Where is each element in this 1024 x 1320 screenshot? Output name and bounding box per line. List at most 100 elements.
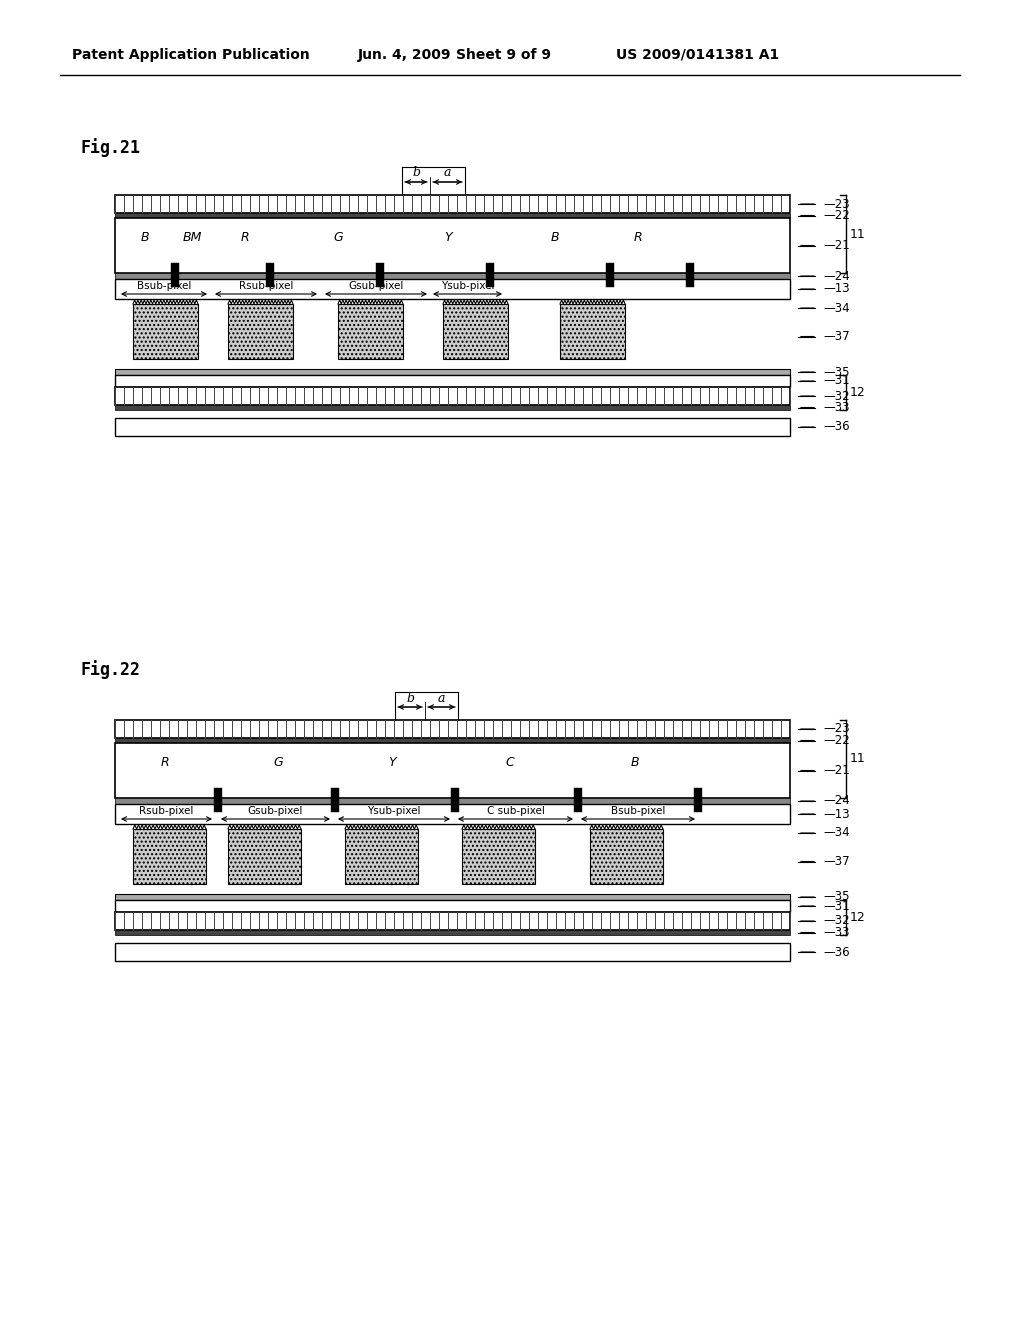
- Bar: [115, 942, 790, 961]
- Bar: [133, 829, 206, 884]
- Text: R: R: [161, 756, 169, 768]
- Text: —37: —37: [823, 855, 850, 869]
- Text: 11: 11: [850, 752, 865, 766]
- Bar: [345, 829, 418, 884]
- Bar: [115, 900, 790, 912]
- Bar: [115, 218, 790, 273]
- Bar: [115, 931, 790, 935]
- Bar: [462, 829, 535, 884]
- Text: —22: —22: [823, 734, 850, 747]
- Text: Sheet 9 of 9: Sheet 9 of 9: [456, 48, 551, 62]
- Text: Gsub-pixel: Gsub-pixel: [248, 807, 303, 816]
- Bar: [214, 788, 222, 812]
- Text: b: b: [406, 692, 414, 705]
- Text: —33: —33: [823, 927, 850, 939]
- Bar: [228, 829, 301, 884]
- Bar: [115, 418, 790, 436]
- Text: Y: Y: [388, 756, 396, 768]
- Text: —21: —21: [823, 239, 850, 252]
- Bar: [115, 894, 790, 900]
- Bar: [115, 804, 790, 824]
- Text: Fig.21: Fig.21: [80, 139, 140, 157]
- Bar: [115, 799, 790, 804]
- Text: Patent Application Publication: Patent Application Publication: [72, 48, 309, 62]
- Bar: [686, 263, 694, 286]
- Bar: [694, 788, 702, 812]
- Text: —36: —36: [823, 421, 850, 433]
- Text: —23: —23: [823, 722, 850, 735]
- Text: —23: —23: [823, 198, 850, 210]
- Text: —24: —24: [823, 269, 850, 282]
- Bar: [115, 738, 790, 743]
- Bar: [115, 213, 790, 218]
- Text: G: G: [273, 756, 283, 768]
- Bar: [115, 370, 790, 375]
- Text: Ysub-pixel: Ysub-pixel: [368, 807, 421, 816]
- Bar: [574, 788, 582, 812]
- Text: —32: —32: [823, 915, 850, 928]
- Text: —31: —31: [823, 899, 850, 912]
- Text: C: C: [506, 756, 514, 768]
- Bar: [266, 263, 274, 286]
- Text: B: B: [631, 756, 639, 768]
- Bar: [115, 279, 790, 300]
- Bar: [115, 719, 790, 738]
- Text: C sub-pixel: C sub-pixel: [486, 807, 545, 816]
- Bar: [171, 263, 179, 286]
- Text: —13: —13: [823, 808, 850, 821]
- Text: a: a: [437, 692, 445, 705]
- Text: Bsub-pixel: Bsub-pixel: [610, 807, 666, 816]
- Text: a: a: [443, 166, 452, 180]
- Bar: [115, 912, 790, 931]
- Text: —35: —35: [823, 366, 850, 379]
- Text: Gsub-pixel: Gsub-pixel: [348, 281, 403, 290]
- Bar: [486, 263, 494, 286]
- Bar: [115, 405, 790, 411]
- Bar: [376, 263, 384, 286]
- Text: —34: —34: [823, 301, 850, 314]
- Text: —21: —21: [823, 764, 850, 777]
- Text: —22: —22: [823, 209, 850, 222]
- Bar: [115, 743, 790, 799]
- Text: —34: —34: [823, 826, 850, 840]
- Text: —13: —13: [823, 282, 850, 296]
- Bar: [133, 304, 198, 359]
- Text: R: R: [241, 231, 249, 244]
- Text: R: R: [634, 231, 642, 244]
- Bar: [560, 304, 625, 359]
- Text: 11: 11: [850, 227, 865, 240]
- Text: —33: —33: [823, 401, 850, 414]
- Text: —24: —24: [823, 795, 850, 808]
- Text: 12: 12: [850, 385, 865, 399]
- Text: B: B: [551, 231, 559, 244]
- Bar: [115, 387, 790, 405]
- Bar: [228, 304, 293, 359]
- Bar: [115, 195, 790, 213]
- Text: Fig.22: Fig.22: [80, 660, 140, 680]
- Text: —36: —36: [823, 945, 850, 958]
- Text: —37: —37: [823, 330, 850, 343]
- Text: —32: —32: [823, 389, 850, 403]
- Bar: [451, 788, 459, 812]
- Bar: [331, 788, 339, 812]
- Text: Rsub-pixel: Rsub-pixel: [139, 807, 194, 816]
- Text: G: G: [333, 231, 343, 244]
- Text: BM: BM: [182, 231, 202, 244]
- Bar: [590, 829, 663, 884]
- Bar: [115, 375, 790, 387]
- Bar: [338, 304, 403, 359]
- Text: Jun. 4, 2009: Jun. 4, 2009: [358, 48, 452, 62]
- Bar: [443, 304, 508, 359]
- Text: US 2009/0141381 A1: US 2009/0141381 A1: [616, 48, 779, 62]
- Text: Rsub-pixel: Rsub-pixel: [239, 281, 293, 290]
- Text: —31: —31: [823, 375, 850, 388]
- Text: Y: Y: [444, 231, 452, 244]
- Text: —35: —35: [823, 891, 850, 903]
- Text: Ysub-pixel: Ysub-pixel: [440, 281, 495, 290]
- Text: Bsub-pixel: Bsub-pixel: [137, 281, 191, 290]
- Bar: [606, 263, 614, 286]
- Text: b: b: [412, 166, 420, 180]
- Text: B: B: [140, 231, 150, 244]
- Text: 12: 12: [850, 911, 865, 924]
- Bar: [115, 273, 790, 279]
